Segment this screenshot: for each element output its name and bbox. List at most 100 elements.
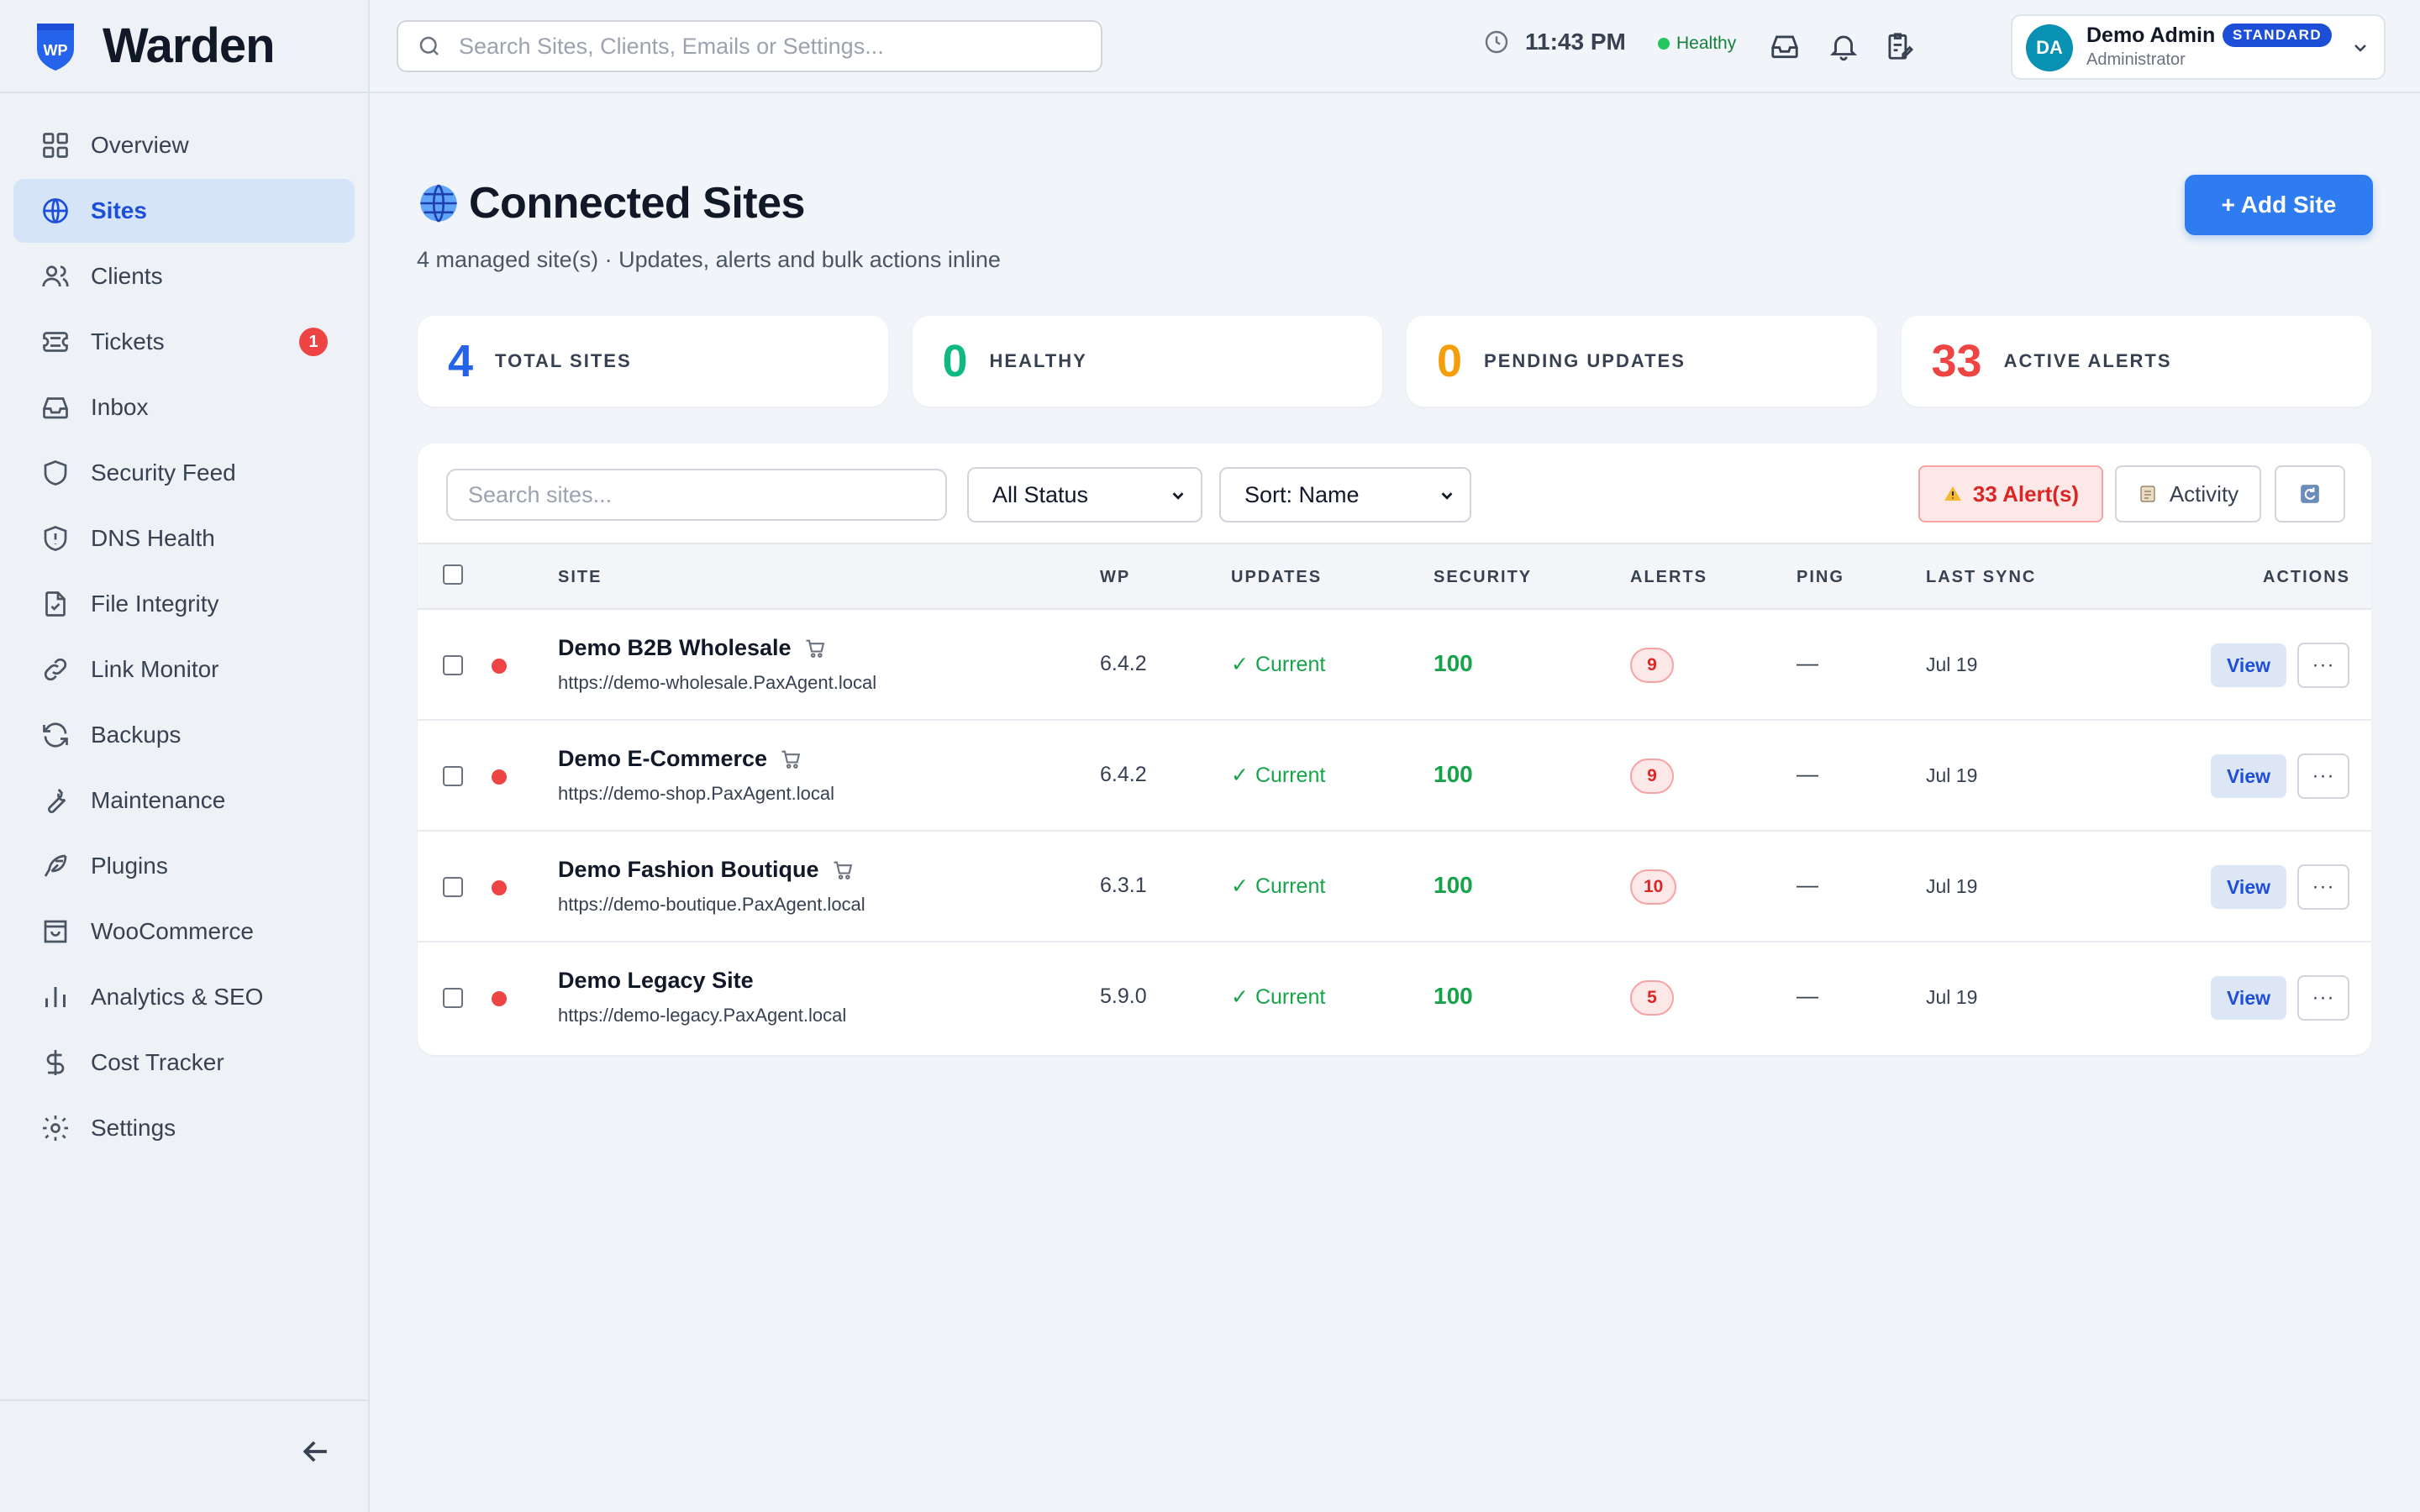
activity-button[interactable]: Activity — [2115, 465, 2261, 522]
view-button[interactable]: View — [2211, 754, 2286, 798]
sidebar-item-woocommerce[interactable]: WooCommerce — [13, 900, 355, 963]
stat-label: ACTIVE ALERTS — [2003, 350, 2172, 371]
users-icon — [42, 265, 69, 287]
security-score: 100 — [1434, 983, 1473, 1009]
wp-version: 6.4.2 — [1100, 652, 1147, 675]
avatar: DA — [2026, 24, 2073, 71]
status-filter-select[interactable]: All Status — [967, 467, 1202, 522]
sidebar: WP Warden Overview Sites Clients Tickets… — [0, 0, 370, 1512]
user-role: Administrator — [2086, 50, 2186, 69]
globe-icon — [43, 198, 68, 223]
column-header-alerts[interactable]: ALERTS — [1630, 568, 1707, 586]
ping-value: — — [1797, 983, 1818, 1008]
page-subtitle: 4 managed site(s) · Updates, alerts and … — [417, 247, 1001, 272]
stat-card-active-alerts: 33 ACTIVE ALERTS — [1901, 316, 2371, 407]
sidebar-item-inbox[interactable]: Inbox — [13, 375, 355, 439]
wp-version: 6.4.2 — [1100, 763, 1147, 786]
sidebar-item-maintenance[interactable]: Maintenance — [13, 769, 355, 832]
collapse-sidebar-arrow-icon[interactable] — [297, 1433, 334, 1470]
clock: 11:43 PM — [1483, 29, 1626, 55]
alerts-button[interactable]: 33 Alert(s) — [1918, 465, 2103, 522]
ellipsis-icon: ··· — [2312, 875, 2335, 898]
logo-text: WP — [44, 42, 68, 59]
sidebar-item-label: Clients — [91, 263, 163, 289]
sidebar-item-clients[interactable]: Clients — [13, 244, 355, 308]
check-icon: ✓ — [1231, 874, 1249, 898]
sidebar-item-plugins[interactable]: Plugins — [13, 834, 355, 898]
sidebar-item-tickets[interactable]: Tickets 1 — [13, 310, 355, 374]
sidebar-item-sites[interactable]: Sites — [13, 179, 355, 243]
column-header-security[interactable]: SECURITY — [1434, 568, 1533, 586]
sidebar-item-link-monitor[interactable]: Link Monitor — [13, 638, 355, 701]
column-header-actions: ACTIONS — [2263, 568, 2350, 586]
clipboard-edit-icon[interactable] — [1883, 30, 1915, 62]
system-health-indicator: Healthy — [1658, 34, 1736, 54]
row-checkbox[interactable] — [443, 766, 463, 786]
sidebar-item-file-integrity[interactable]: File Integrity — [13, 572, 355, 636]
global-search-input[interactable] — [459, 33, 1097, 60]
view-button[interactable]: View — [2211, 976, 2286, 1020]
user-menu[interactable]: DA Demo Admin STANDARD Administrator — [2011, 14, 2386, 80]
more-actions-button[interactable]: ··· — [2297, 753, 2349, 799]
stat-card-pending-updates: 0 PENDING UPDATES — [1407, 316, 1877, 407]
sidebar-item-label: Settings — [91, 1115, 176, 1141]
sidebar-item-overview[interactable]: Overview — [13, 113, 355, 177]
site-name-text: Demo E-Commerce — [558, 746, 768, 771]
sidebar-item-label: Plugins — [91, 853, 168, 879]
sidebar-item-dns-health[interactable]: DNS Health — [13, 507, 355, 570]
site-search-input[interactable] — [446, 469, 947, 521]
site-url: https://demo-wholesale.PaxAgent.local — [558, 672, 877, 693]
column-header-last-sync[interactable]: LAST SYNC — [1926, 568, 2037, 586]
site-name-text: Demo B2B Wholesale — [558, 635, 792, 660]
more-actions-button[interactable]: ··· — [2297, 864, 2349, 910]
status-dot — [492, 880, 507, 895]
stat-label: TOTAL SITES — [495, 350, 632, 371]
table-row: Demo E-Commerce https://demo-shop.PaxAge… — [418, 721, 2371, 832]
add-site-button[interactable]: + Add Site — [2185, 175, 2373, 235]
store-icon — [44, 920, 67, 943]
site-name[interactable]: Demo Fashion Boutique — [558, 857, 855, 883]
sidebar-item-label: WooCommerce — [91, 918, 254, 944]
stats-row: 4 TOTAL SITES 0 HEALTHY 0 PENDING UPDATE… — [418, 316, 2371, 407]
sidebar-item-security-feed[interactable]: Security Feed — [13, 441, 355, 505]
last-sync: Jul 19 — [1926, 875, 1978, 897]
site-name[interactable]: Demo Legacy Site — [558, 968, 754, 994]
view-button[interactable]: View — [2211, 643, 2286, 687]
site-name[interactable]: Demo E-Commerce — [558, 746, 802, 772]
site-name-text: Demo Fashion Boutique — [558, 857, 819, 882]
column-header-ping[interactable]: PING — [1797, 568, 1844, 586]
stat-card-healthy: 0 HEALTHY — [912, 316, 1382, 407]
site-url: https://demo-legacy.PaxAgent.local — [558, 1005, 847, 1026]
topbar: 11:43 PM Healthy DA Demo Admin STANDARD … — [370, 0, 2420, 93]
sidebar-item-label: Tickets — [91, 328, 165, 354]
column-header-wp[interactable]: WP — [1100, 568, 1131, 586]
brand[interactable]: WP Warden — [0, 0, 368, 93]
ping-value: — — [1797, 761, 1818, 786]
more-actions-button[interactable]: ··· — [2297, 643, 2349, 688]
column-header-site[interactable]: SITE — [558, 568, 602, 586]
site-url: https://demo-boutique.PaxAgent.local — [558, 894, 865, 915]
sidebar-item-cost-tracker[interactable]: Cost Tracker — [13, 1031, 355, 1095]
column-header-updates[interactable]: UPDATES — [1231, 568, 1323, 586]
sidebar-item-analytics-seo[interactable]: Analytics & SEO — [13, 965, 355, 1029]
site-url: https://demo-shop.PaxAgent.local — [558, 783, 834, 804]
shopping-cart-icon — [806, 639, 824, 658]
view-button[interactable]: View — [2211, 865, 2286, 909]
security-score: 100 — [1434, 761, 1473, 787]
sidebar-item-label: Backups — [91, 722, 182, 748]
row-checkbox[interactable] — [443, 988, 463, 1008]
bell-icon[interactable] — [1828, 30, 1860, 62]
inbox-icon[interactable] — [1769, 30, 1801, 62]
global-search[interactable] — [397, 20, 1102, 72]
clock-icon — [1485, 30, 1508, 54]
row-checkbox[interactable] — [443, 877, 463, 897]
select-all-checkbox[interactable] — [443, 564, 463, 585]
file-check-icon — [45, 591, 66, 617]
row-checkbox[interactable] — [443, 655, 463, 675]
more-actions-button[interactable]: ··· — [2297, 975, 2349, 1021]
sidebar-item-backups[interactable]: Backups — [13, 703, 355, 767]
sidebar-item-settings[interactable]: Settings — [13, 1096, 355, 1160]
site-name[interactable]: Demo B2B Wholesale — [558, 635, 827, 661]
sort-select[interactable]: Sort: Name — [1219, 467, 1471, 522]
refresh-button[interactable] — [2275, 465, 2345, 522]
